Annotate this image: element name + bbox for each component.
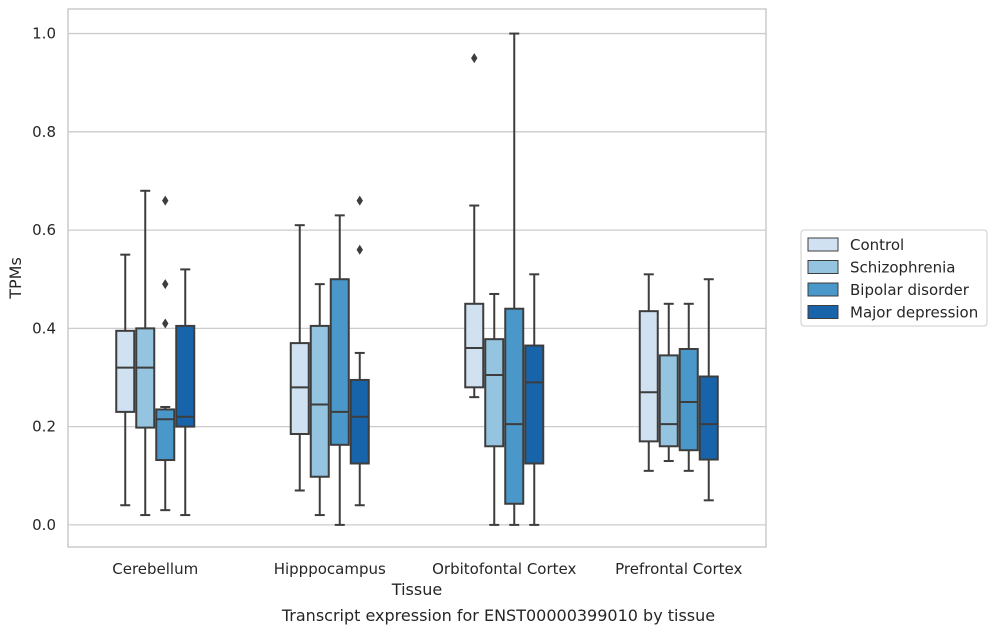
outlier-point <box>162 279 169 290</box>
box-schizophrenia <box>658 302 679 463</box>
legend-label: Control <box>850 236 904 254</box>
iqr-box <box>155 408 176 462</box>
box-schizophrenia <box>309 283 330 517</box>
iqr-box <box>289 342 310 435</box>
y-axis-label: TPMs <box>6 257 25 300</box>
y-tick-label: 0.6 <box>32 221 56 239</box>
iqr-box <box>524 344 545 465</box>
iqr-box <box>638 310 659 443</box>
y-tick-label: 0.2 <box>32 418 56 436</box>
legend-frame <box>800 229 988 327</box>
box-bipolar-disorder <box>504 32 525 526</box>
box-series <box>115 32 719 526</box>
plot-area <box>68 9 766 547</box>
legend-label: Bipolar disorder <box>850 281 970 299</box>
box-major-depression <box>698 278 719 502</box>
legend-swatch <box>807 237 839 252</box>
iqr-box <box>309 324 330 478</box>
box-control <box>638 273 659 472</box>
iqr-box <box>175 324 196 428</box>
iqr-box <box>115 329 136 413</box>
plot-frame <box>67 8 767 548</box>
iqr-box <box>349 378 370 465</box>
iqr-box <box>658 354 679 448</box>
iqr-box <box>135 327 156 429</box>
legend-swatch <box>807 282 839 297</box>
box-schizophrenia <box>484 292 505 526</box>
legend-swatch <box>807 305 839 319</box>
iqr-box <box>504 307 525 505</box>
x-tick-label: Prefrontal Cortex <box>615 560 742 578</box>
y-tick-label: 0.8 <box>32 123 56 141</box>
box-bipolar-disorder <box>155 195 176 512</box>
iqr-box <box>678 347 699 452</box>
outlier-point <box>162 195 169 206</box>
x-tick-labels: Cerebellum Hipppocampus Orbitofontal Corte… <box>112 560 742 578</box>
x-tick-label: Hipppocampus <box>274 560 386 578</box>
outlier-point <box>356 195 363 206</box>
box-control <box>464 53 485 399</box>
box-bipolar-disorder <box>329 214 350 526</box>
iqr-box <box>484 338 505 448</box>
x-tick-label: Orbitofontal Cortex <box>432 560 576 578</box>
box-major-depression <box>175 268 196 517</box>
y-tick-label: 1.0 <box>32 25 56 43</box>
legend-swatch <box>807 260 839 274</box>
y-tick-label: 0.0 <box>32 516 56 534</box>
box-bipolar-disorder <box>678 302 699 472</box>
outlier-point <box>471 53 478 64</box>
box-major-depression <box>349 195 370 507</box>
iqr-box <box>698 375 719 461</box>
y-tick-label: 0.4 <box>32 319 56 337</box>
box-control <box>289 224 310 492</box>
legend: Control Schizophrenia Bipolar disorder Majo… <box>800 229 988 327</box>
box-control <box>115 253 136 507</box>
x-tick-label: Cerebellum <box>112 560 198 578</box>
legend-label: Schizophrenia <box>850 259 955 277</box>
iqr-box <box>329 278 350 446</box>
legend-label: Major depression <box>850 304 978 322</box>
box-major-depression <box>524 273 545 526</box>
x-axis-label: Tissue <box>391 580 442 599</box>
iqr-box <box>464 302 485 389</box>
box-schizophrenia <box>135 189 156 517</box>
outlier-point <box>162 318 169 329</box>
y-tick-labels: 0.0 0.2 0.4 0.6 0.8 1.0 <box>32 25 56 534</box>
figure-caption: Transcript expression for ENST0000039901… <box>281 606 716 625</box>
outlier-point <box>356 244 363 255</box>
